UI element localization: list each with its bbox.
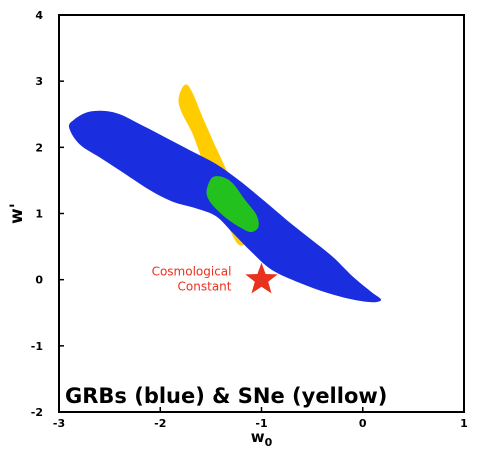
x-axis-label-sub: 0	[265, 436, 273, 449]
x-axis-label: w0	[251, 428, 273, 449]
y-tick-label: 4	[35, 9, 43, 22]
y-axis-ticks: -2 -1 0 1 2 3 4	[31, 9, 64, 419]
y-tick-label: 2	[35, 141, 43, 154]
y-tick-label: 3	[35, 75, 43, 88]
y-axis-label: w'	[7, 203, 27, 224]
x-tick-label: -3	[53, 417, 65, 430]
x-axis-ticks: -3 -2 -1 0 1	[53, 407, 468, 430]
y-tick-label: -2	[31, 406, 43, 419]
confidence-regions	[68, 84, 382, 303]
y-tick-label: 0	[35, 274, 43, 287]
x-tick-label: -1	[255, 417, 267, 430]
x-tick-label: 1	[460, 417, 468, 430]
panel-title: GRBs (blue) & SNe (yellow)	[65, 384, 387, 408]
y-tick-label: 1	[35, 208, 43, 221]
marker-label-line1: Cosmological	[152, 265, 232, 279]
y-tick-label: -1	[31, 340, 43, 353]
marker-label-line2: Constant	[178, 280, 232, 294]
cosmological-constant-marker	[245, 262, 278, 294]
x-tick-label: -2	[154, 417, 166, 430]
overlap-region	[206, 176, 259, 233]
x-axis-label-base: w	[251, 428, 265, 446]
x-tick-label: 0	[359, 417, 367, 430]
